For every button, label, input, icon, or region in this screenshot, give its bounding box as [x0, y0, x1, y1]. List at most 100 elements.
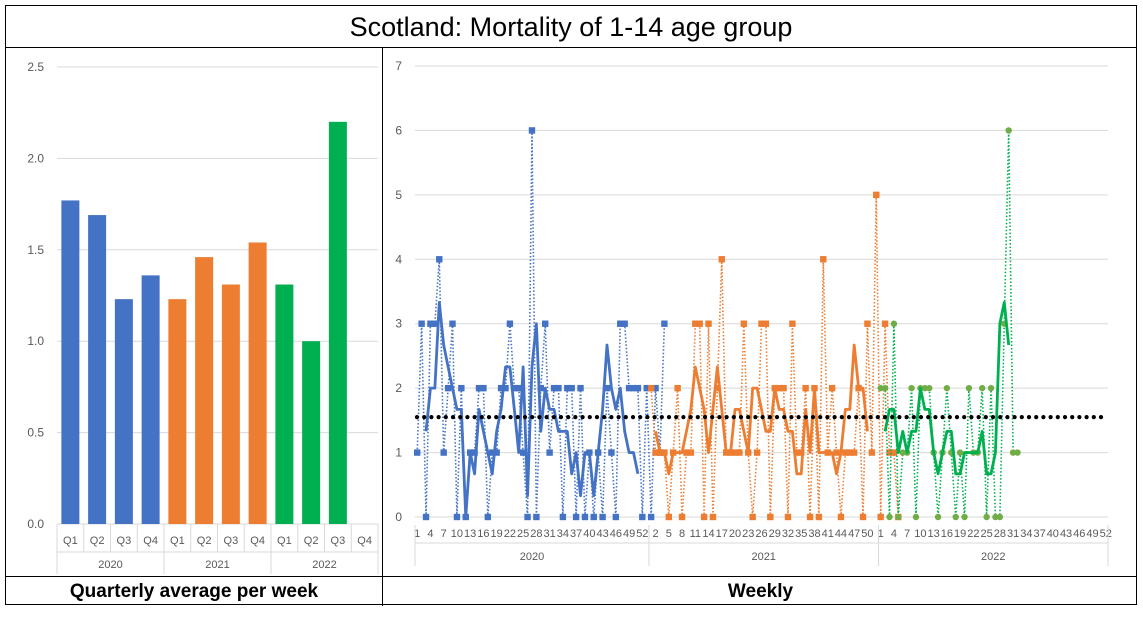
series-2020-point	[414, 449, 421, 456]
series-2021-point	[696, 320, 703, 327]
series-2021-point	[709, 513, 717, 521]
line-x-tick-label: 31	[544, 528, 556, 540]
series-2020-point	[422, 513, 430, 521]
line-y-tick-label: 1	[395, 446, 402, 460]
bar-2021-q1	[168, 299, 187, 524]
bar-2021-q2	[195, 257, 214, 524]
line-x-tick-label: 43	[596, 528, 608, 540]
series-2021-point	[753, 449, 761, 456]
series-2021-point	[780, 384, 787, 392]
average-line-dot	[652, 415, 657, 420]
series-2021-point	[665, 513, 673, 521]
average-line-dot	[580, 415, 585, 420]
series-2021-point	[890, 449, 898, 456]
line-x-tick-label: 38	[808, 528, 820, 540]
series-2020-point	[572, 513, 580, 521]
line-x-tick-label: 7	[904, 528, 910, 540]
bar-2020-q3	[114, 299, 133, 524]
average-line-dot	[616, 415, 621, 420]
series-2020-point	[453, 513, 461, 521]
line-y-tick-label: 3	[395, 317, 402, 331]
series-2020-point	[630, 384, 637, 392]
series-2021-point	[740, 320, 748, 327]
series-2021-point	[784, 513, 792, 521]
bar-x-tick-label: Q3	[224, 535, 239, 547]
average-line-dot	[551, 415, 556, 420]
line-x-tick-label: 44	[835, 528, 847, 540]
average-line-dot	[926, 415, 931, 420]
series-2020-point	[647, 513, 655, 521]
line-x-tick-label: 29	[769, 528, 781, 540]
line-x-tick-label: 35	[795, 528, 807, 540]
series-2021-point	[820, 256, 827, 263]
series-2021-point	[837, 513, 845, 521]
average-line-dot	[803, 415, 808, 420]
line-x-group-label: 2021	[751, 551, 775, 563]
bar-x-tick-label: Q1	[170, 535, 185, 547]
bar-2020-q4	[141, 275, 160, 524]
bar-y-tick-label: 0.0	[27, 517, 44, 531]
series-2021-point	[859, 513, 867, 521]
line-y-tick-label: 0	[395, 510, 402, 524]
series-2022-point	[877, 384, 884, 392]
series-2021-point	[674, 384, 681, 392]
series-2021-point	[815, 513, 823, 521]
line-x-tick-label: 41	[822, 528, 834, 540]
line-y-tick-label: 4	[395, 252, 402, 266]
series-2022-point	[921, 384, 929, 392]
bar-2021-q3	[221, 284, 240, 524]
line-x-tick-label: 40	[583, 528, 595, 540]
average-line-dot	[1077, 415, 1082, 420]
series-2021-point	[881, 320, 889, 327]
series-2021-point	[806, 513, 814, 521]
bar-2022-q1	[275, 284, 294, 524]
average-line-dot	[746, 415, 751, 420]
average-line-dot	[882, 415, 888, 420]
series-2022-point	[886, 513, 893, 521]
average-line-dot	[702, 415, 708, 420]
line-x-tick-label: 52	[636, 528, 648, 540]
average-line-dot	[1041, 415, 1046, 420]
average-line-dot	[1055, 415, 1060, 420]
line-x-tick-label: 32	[782, 528, 794, 540]
line-x-tick-label: 25	[517, 528, 529, 540]
series-2020-point	[515, 384, 522, 392]
series-2020-point	[528, 127, 536, 134]
series-2020-point	[608, 449, 615, 456]
series-2022-point	[992, 513, 999, 521]
series-2020-point	[440, 449, 447, 456]
line-y-tick-label: 5	[395, 188, 402, 202]
series-2020-point	[449, 320, 456, 327]
series-2020-point	[537, 384, 544, 392]
series-2021-point	[678, 513, 686, 521]
series-2021-point	[736, 449, 743, 456]
series-2021-point	[850, 449, 858, 456]
series-2021-point	[833, 449, 840, 456]
average-line-dot	[911, 415, 916, 420]
series-2020-point	[444, 384, 452, 392]
line-x-tick-label: 28	[994, 528, 1006, 540]
line-x-tick-label: 7	[441, 528, 447, 540]
line-x-tick-label: 46	[610, 528, 622, 540]
series-2020-moving-average-line	[424, 301, 640, 519]
series-2022-point	[956, 449, 964, 456]
bar-x-tick-label: Q3	[117, 535, 132, 547]
average-line-dot	[818, 415, 823, 420]
series-2020-point	[427, 320, 434, 327]
bar-2021-q4	[248, 242, 267, 524]
series-2021-point	[758, 320, 765, 327]
average-line-dot	[566, 415, 571, 420]
bar-x-tick-label: Q3	[331, 535, 346, 547]
line-y-tick-label: 6	[395, 123, 402, 137]
line-x-tick-label: 2	[653, 528, 659, 540]
series-2022-point	[943, 384, 951, 392]
series-2020-point	[431, 320, 439, 327]
line-x-tick-label: 34	[1020, 528, 1032, 540]
series-2021-point	[877, 513, 884, 521]
average-line-dot	[890, 415, 895, 420]
average-line-dot	[1098, 415, 1104, 420]
line-x-tick-label: 4	[427, 528, 433, 540]
series-2020-point	[489, 449, 496, 456]
panel-divider	[382, 48, 383, 606]
